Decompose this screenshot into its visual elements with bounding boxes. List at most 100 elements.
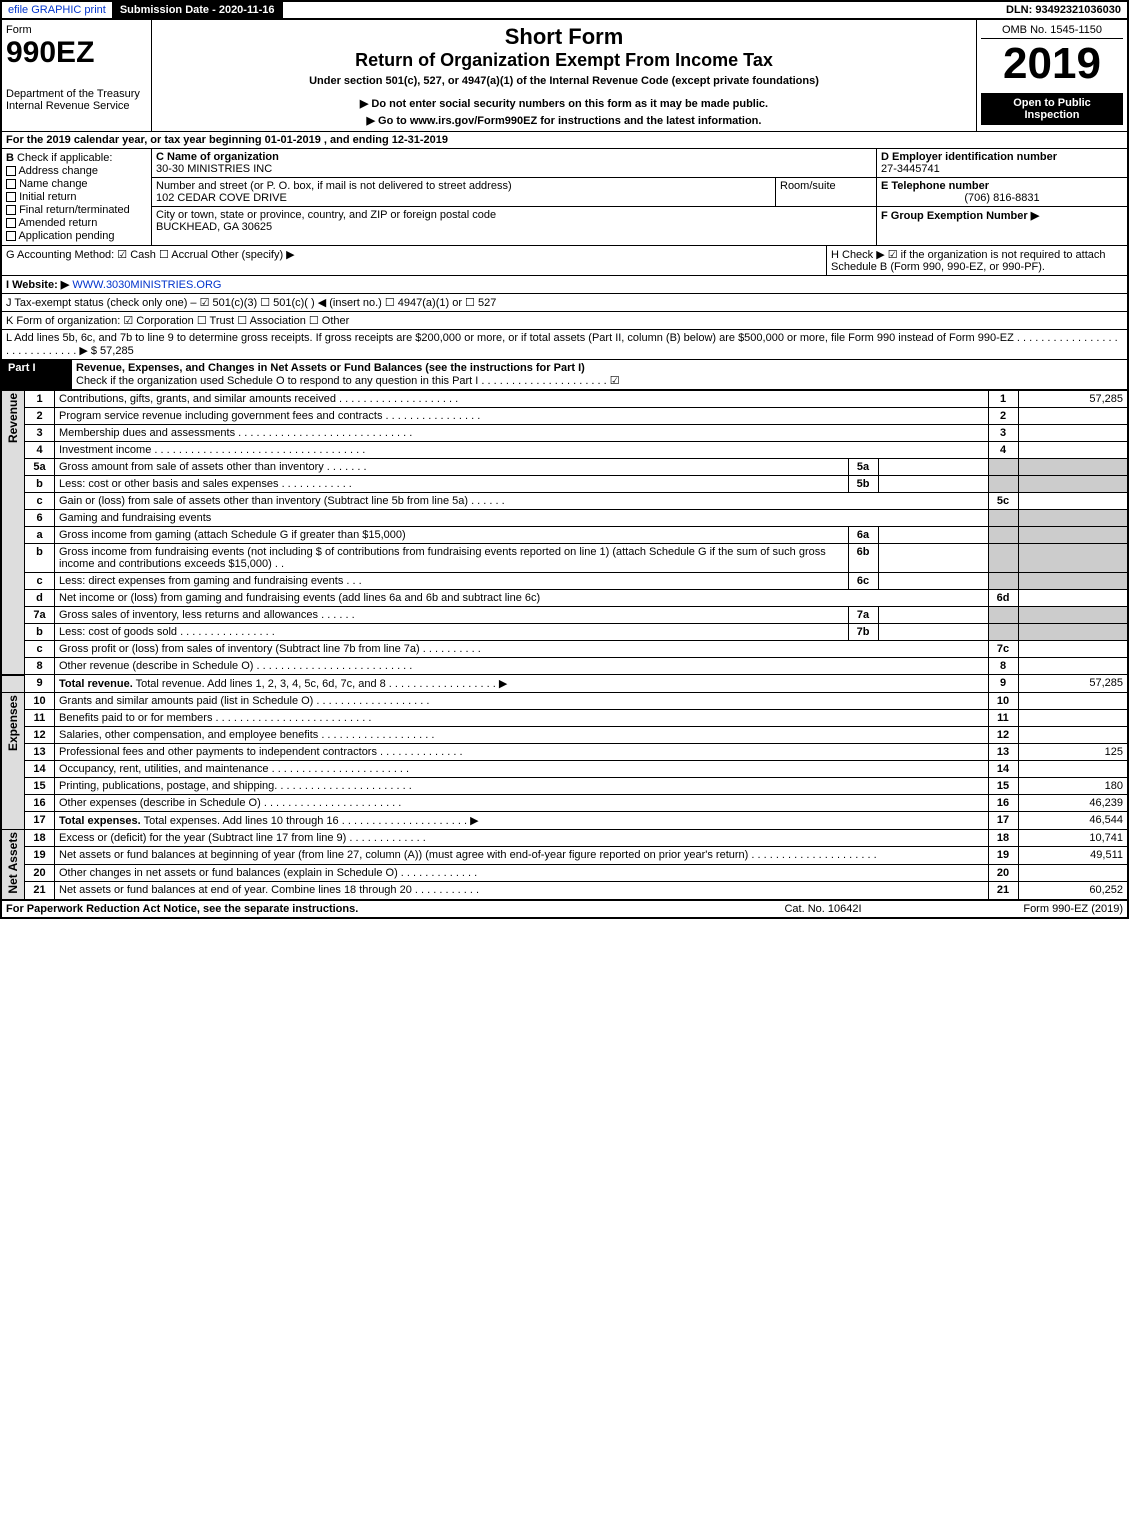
line-3-text: Membership dues and assessments . . . . …: [55, 425, 989, 442]
part-i-label: Part I: [2, 360, 72, 389]
line-17-text: Total expenses. Total expenses. Add line…: [55, 812, 989, 830]
line-1-amount: 57,285: [1018, 391, 1128, 408]
addr-label: Number and street (or P. O. box, if mail…: [156, 180, 771, 192]
short-form-title: Short Form: [156, 24, 972, 50]
form-word: Form: [6, 24, 147, 36]
line-16-text: Other expenses (describe in Schedule O) …: [55, 795, 989, 812]
line-15-amount: 180: [1018, 778, 1128, 795]
line-16-amount: 46,239: [1018, 795, 1128, 812]
paperwork-notice: For Paperwork Reduction Act Notice, see …: [6, 903, 723, 915]
d-label: D Employer identification number: [881, 151, 1123, 163]
line-h: H Check ▶ ☑ if the organization is not r…: [827, 246, 1127, 275]
website-link[interactable]: WWW.3030MINISTRIES.ORG: [72, 279, 221, 291]
line-10-text: Grants and similar amounts paid (list in…: [55, 693, 989, 710]
line-6c-text: Less: direct expenses from gaming and fu…: [55, 573, 849, 590]
efile-print-link[interactable]: efile GRAPHIC print: [2, 2, 114, 18]
form-number: 990EZ: [6, 36, 147, 70]
line-21-amount: 60,252: [1018, 882, 1128, 899]
city-state-zip: BUCKHEAD, GA 30625: [156, 221, 872, 233]
form-ref: Form 990-EZ (2019): [923, 903, 1123, 915]
part-i-title: Revenue, Expenses, and Changes in Net As…: [76, 362, 585, 374]
b-initial-return: Initial return: [19, 191, 76, 203]
e-label: E Telephone number: [881, 180, 1123, 192]
section-c: C Name of organization 30-30 MINISTRIES …: [152, 149, 877, 245]
line-19-text: Net assets or fund balances at beginning…: [55, 847, 989, 864]
b-name-change: Name change: [19, 178, 88, 190]
line-17-amount: 46,544: [1018, 812, 1128, 830]
part-i-sub: Check if the organization used Schedule …: [76, 375, 620, 387]
line-5c-text: Gain or (loss) from sale of assets other…: [55, 493, 989, 510]
city-label: City or town, state or province, country…: [156, 209, 872, 221]
line-l: L Add lines 5b, 6c, and 7b to line 9 to …: [0, 330, 1129, 360]
line-k: K Form of organization: ☑ Corporation ☐ …: [0, 312, 1129, 330]
f-label: F Group Exemption Number ▶: [881, 210, 1039, 222]
line-2-text: Program service revenue including govern…: [55, 408, 989, 425]
open-to-public: Open to Public Inspection: [981, 93, 1123, 125]
form-header: Form 990EZ Department of the Treasury In…: [0, 20, 1129, 132]
line-g-h: G Accounting Method: ☑ Cash ☐ Accrual Ot…: [0, 246, 1129, 276]
line-21-text: Net assets or fund balances at end of ye…: [55, 882, 989, 899]
line-18-amount: 10,741: [1018, 830, 1128, 847]
subtitle: Under section 501(c), 527, or 4947(a)(1)…: [156, 75, 972, 87]
line-a: For the 2019 calendar year, or tax year …: [0, 132, 1129, 149]
section-b: B Check if applicable: Address change Na…: [2, 149, 152, 245]
top-bar: efile GRAPHIC print Submission Date - 20…: [0, 0, 1129, 20]
line-4-text: Investment income . . . . . . . . . . . …: [55, 442, 989, 459]
section-d-e-f: D Employer identification number 27-3445…: [877, 149, 1127, 245]
line-7a-text: Gross sales of inventory, less returns a…: [55, 607, 849, 624]
line-13-amount: 125: [1018, 744, 1128, 761]
line-6d-text: Net income or (loss) from gaming and fun…: [55, 590, 989, 607]
b-amended: Amended return: [18, 217, 97, 229]
telephone: (706) 816-8831: [881, 192, 1123, 204]
netassets-section-label: Net Assets: [6, 832, 20, 894]
submission-date: Submission Date - 2020-11-16: [114, 2, 283, 18]
line-14-text: Occupancy, rent, utilities, and maintena…: [55, 761, 989, 778]
line-11-text: Benefits paid to or for members . . . . …: [55, 710, 989, 727]
line-1-text: Contributions, gifts, grants, and simila…: [55, 391, 989, 408]
line-18-text: Excess or (deficit) for the year (Subtra…: [55, 830, 989, 847]
room-suite-label: Room/suite: [776, 178, 876, 206]
line-i: I Website: ▶ WWW.3030MINISTRIES.ORG: [0, 276, 1129, 294]
i-label: I Website: ▶: [6, 279, 69, 291]
line-8-text: Other revenue (describe in Schedule O) .…: [55, 658, 989, 675]
line-12-text: Salaries, other compensation, and employ…: [55, 727, 989, 744]
ssn-warning: ▶ Do not enter social security numbers o…: [156, 97, 972, 110]
line-9-text: Total revenue. Total revenue. Add lines …: [55, 675, 989, 693]
line-a-text: For the 2019 calendar year, or tax year …: [2, 132, 1127, 148]
street-address: 102 CEDAR COVE DRIVE: [156, 192, 771, 204]
goto-link[interactable]: ▶ Go to www.irs.gov/Form990EZ for instru…: [156, 114, 972, 127]
b-address-change: Address change: [18, 165, 98, 177]
tax-exempt-status: J Tax-exempt status (check only one) – ☑…: [2, 294, 1127, 311]
line-19-amount: 49,511: [1018, 847, 1128, 864]
line-13-text: Professional fees and other payments to …: [55, 744, 989, 761]
catalog-number: Cat. No. 10642I: [723, 903, 923, 915]
expenses-section-label: Expenses: [6, 695, 20, 751]
b-final-return: Final return/terminated: [19, 204, 130, 216]
efile-link[interactable]: efile GRAPHIC print: [8, 4, 106, 16]
line-j: J Tax-exempt status (check only one) – ☑…: [0, 294, 1129, 312]
part-i-table: Revenue 1 Contributions, gifts, grants, …: [0, 390, 1129, 900]
dln: DLN: 93492321036030: [1000, 2, 1127, 18]
omb-number: OMB No. 1545-1150: [981, 24, 1123, 39]
line-20-text: Other changes in net assets or fund bala…: [55, 864, 989, 881]
page-footer: For Paperwork Reduction Act Notice, see …: [0, 900, 1129, 919]
form-of-organization: K Form of organization: ☑ Corporation ☐ …: [2, 312, 1127, 329]
line-15-text: Printing, publications, postage, and shi…: [55, 778, 989, 795]
line-6-text: Gaming and fundraising events: [55, 510, 989, 527]
ein: 27-3445741: [881, 163, 1123, 175]
accounting-method: G Accounting Method: ☑ Cash ☐ Accrual Ot…: [2, 246, 827, 275]
dept-treasury: Department of the Treasury: [6, 88, 147, 100]
line-6a-text: Gross income from gaming (attach Schedul…: [55, 527, 849, 544]
b-title: Check if applicable:: [17, 152, 112, 164]
main-title: Return of Organization Exempt From Incom…: [156, 50, 972, 71]
line-7c-text: Gross profit or (loss) from sales of inv…: [55, 641, 989, 658]
tax-year: 2019: [981, 39, 1123, 89]
line-5b-text: Less: cost or other basis and sales expe…: [55, 476, 849, 493]
c-label: C Name of organization: [156, 151, 872, 163]
line-7b-text: Less: cost of goods sold . . . . . . . .…: [55, 624, 849, 641]
org-name: 30-30 MINISTRIES INC: [156, 163, 872, 175]
identity-block: B Check if applicable: Address change Na…: [0, 149, 1129, 246]
revenue-section-label: Revenue: [6, 393, 20, 443]
line-6b-text: Gross income from fundraising events (no…: [55, 544, 849, 573]
line-9-amount: 57,285: [1018, 675, 1128, 693]
